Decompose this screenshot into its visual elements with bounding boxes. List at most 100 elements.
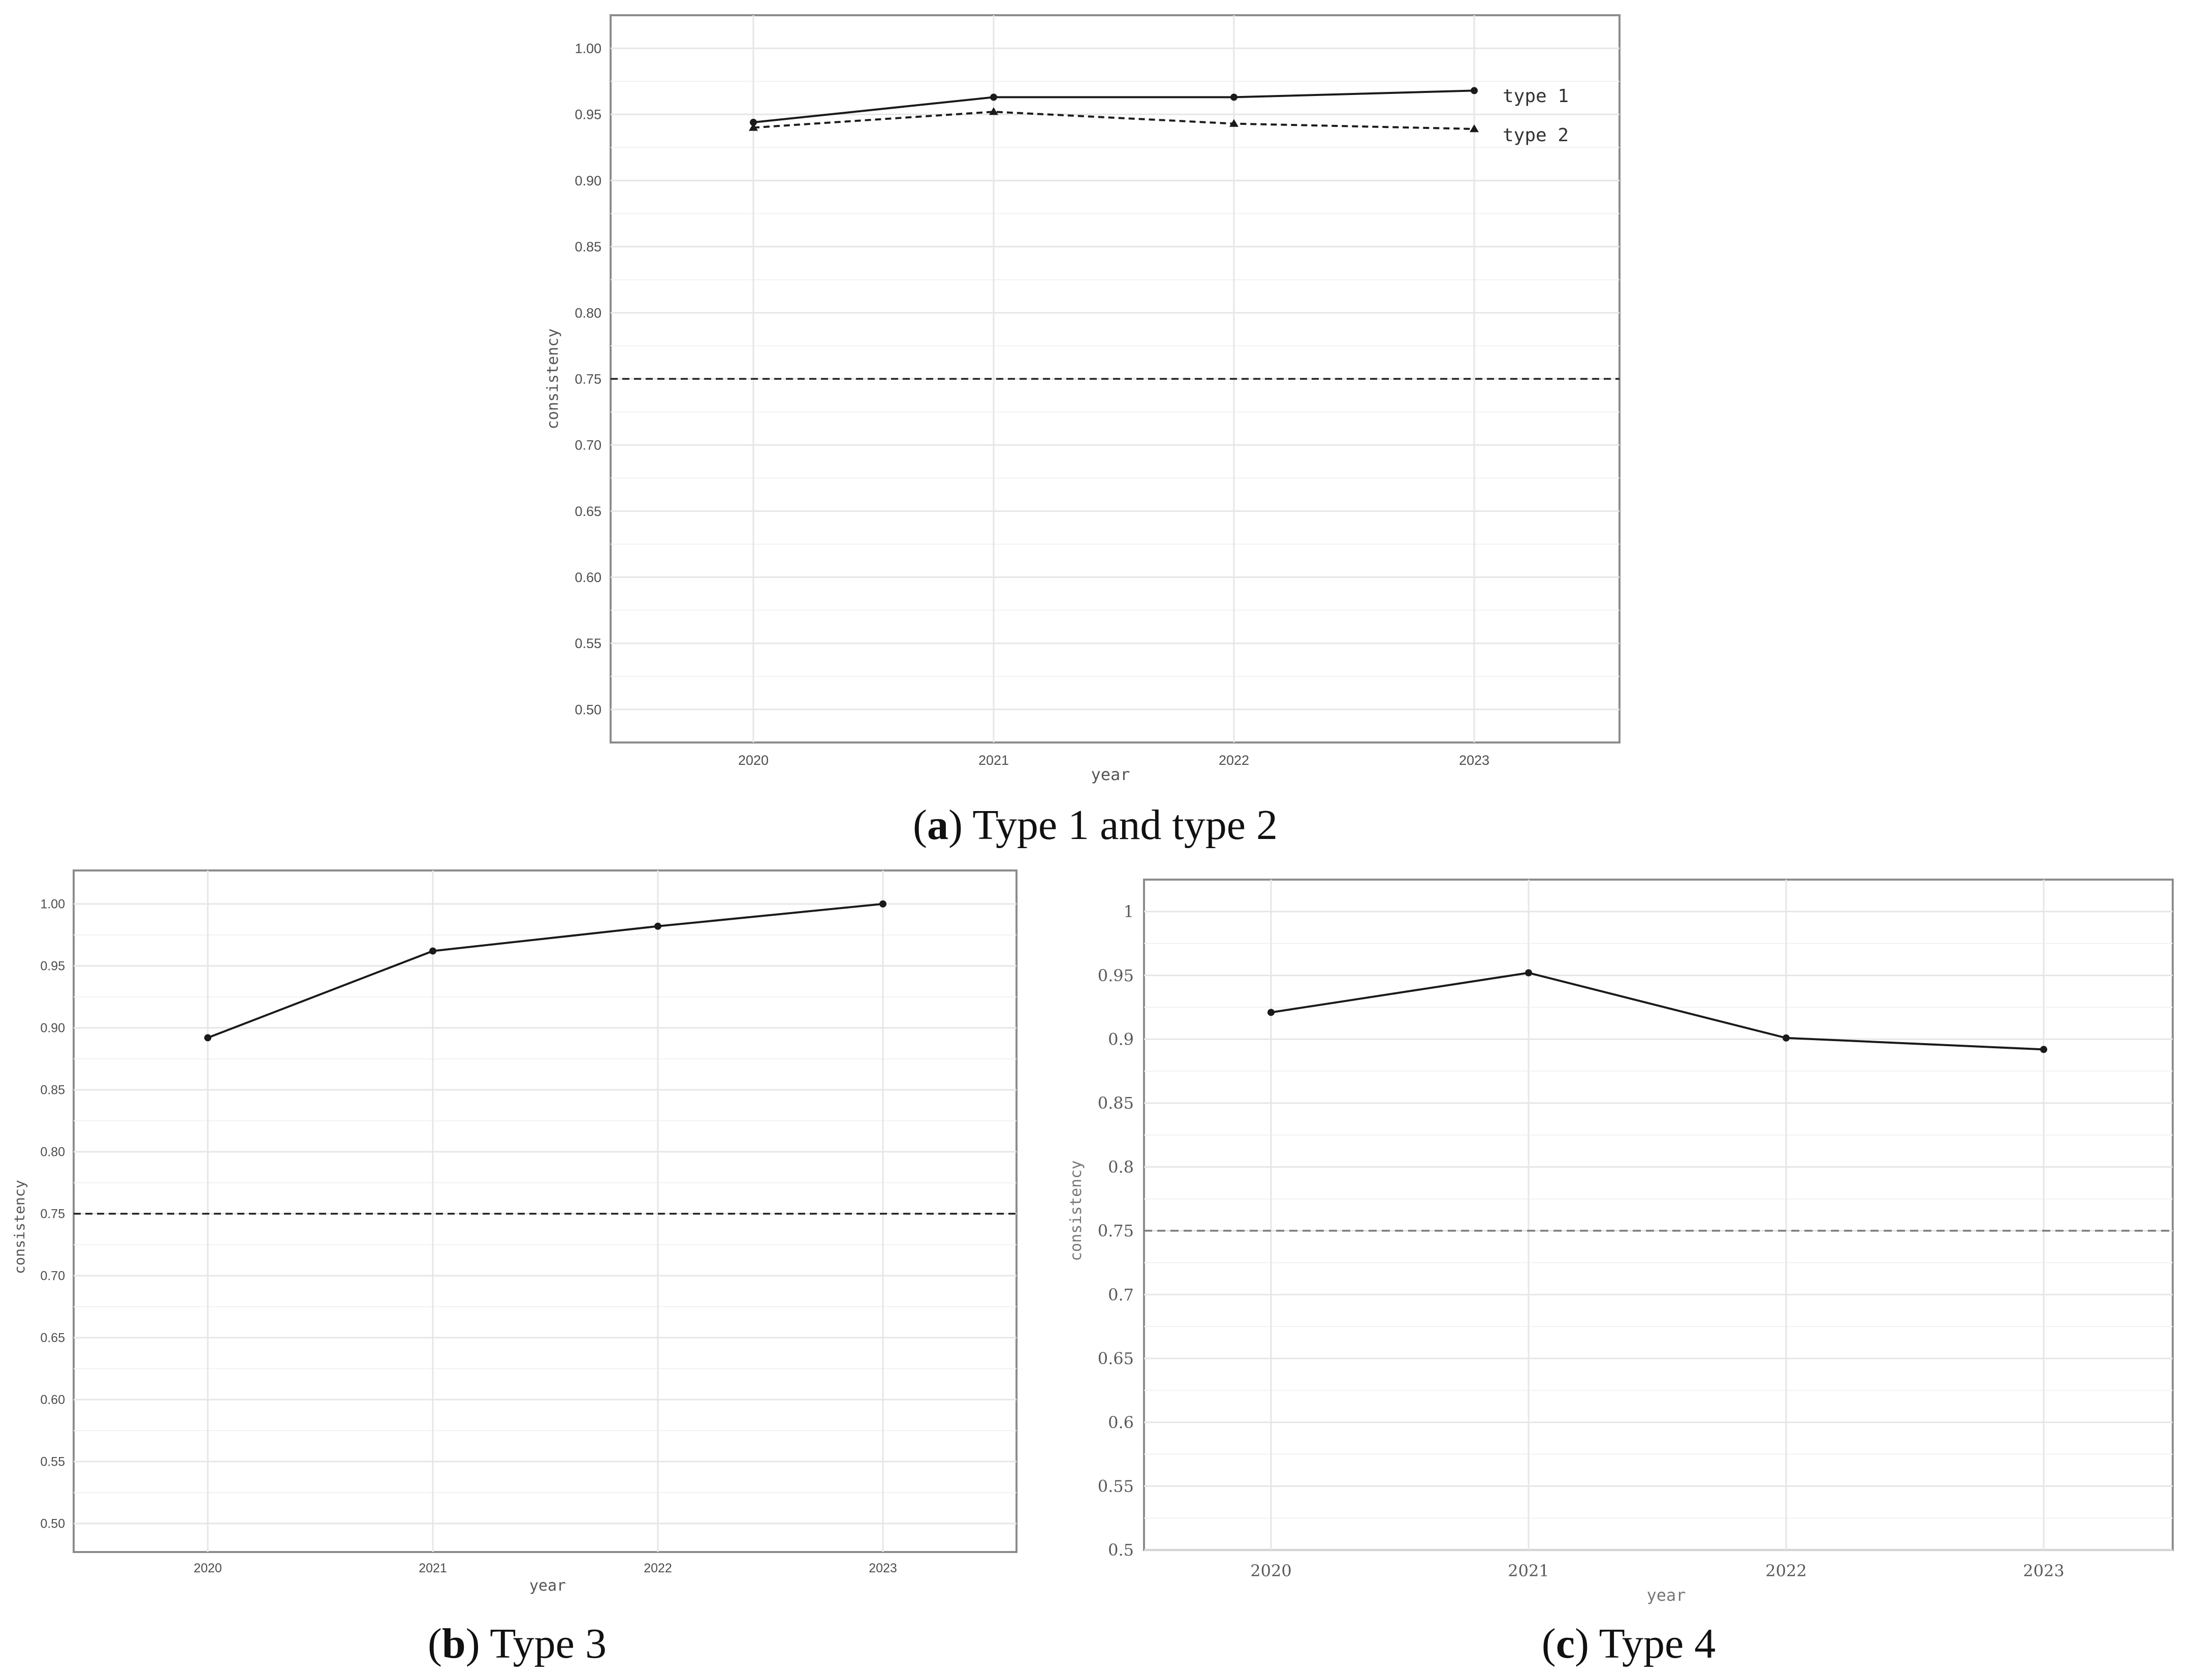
data-point — [990, 93, 997, 101]
data-point — [204, 1034, 211, 1042]
y-tick-label: 0.50 — [40, 1517, 65, 1531]
panel-c-x-axis-title: year — [1646, 1586, 1686, 1605]
data-point-triangle — [1470, 124, 1479, 133]
y-tick-label: 0.55 — [40, 1455, 65, 1469]
x-tick-label: 2022 — [644, 1561, 672, 1575]
y-tick-label: 0.95 — [1098, 966, 1134, 985]
panel-b-chart: 0.50 0.55 0.60 0.65 0.70 0.75 0.80 0.85 0.90 0.95… — [11, 869, 1018, 1667]
panel-c-y-axis-title: consistency — [1067, 1160, 1085, 1262]
y-tick-label: 0.80 — [575, 305, 601, 320]
data-point — [654, 922, 661, 930]
x-tick-label: 2021 — [1508, 1561, 1549, 1580]
y-tick-label: 0.85 — [40, 1083, 65, 1097]
data-point — [1471, 87, 1478, 94]
y-tick-label: 0.5 — [1108, 1540, 1134, 1560]
panel-b-series — [204, 900, 886, 1042]
panel-b-x-axis-title: year — [529, 1577, 566, 1595]
panel-c-caption-text: Type 4 — [1599, 1620, 1716, 1667]
y-tick-label: 0.75 — [1098, 1221, 1134, 1241]
panel-a-gridlines — [611, 15, 1620, 742]
panel-a-chart: 0.50 0.55 0.60 0.65 0.70 0.75 0.80 0.85 0.90 0.95… — [544, 14, 1621, 849]
y-tick-label: 0.95 — [575, 107, 601, 122]
panel-a-y-tick-labels: 0.50 0.55 0.60 0.65 0.70 0.75 0.80 0.85 0.90 0.95… — [575, 41, 601, 718]
y-tick-label: 0.80 — [40, 1145, 65, 1159]
x-tick-label: 2021 — [978, 753, 1009, 768]
data-point — [1525, 969, 1532, 977]
y-tick-label: 0.65 — [1098, 1349, 1134, 1368]
panel-b-y-tick-labels: 0.50 0.55 0.60 0.65 0.70 0.75 0.80 0.85 0.90 0.95… — [40, 897, 65, 1531]
panel-a-caption: (a) Type 1 and type 2 — [913, 801, 1278, 849]
series-line-2 — [753, 111, 1475, 130]
data-point — [750, 118, 757, 126]
panel-b-caption: (b) Type 3 — [428, 1620, 607, 1667]
y-tick-label: 0.70 — [40, 1269, 65, 1283]
y-tick-label: 0.95 — [40, 959, 65, 974]
y-tick-label: 0.65 — [40, 1331, 65, 1345]
panel-a-series-labels: type 1 type 2 — [1503, 86, 1569, 146]
x-tick-label: 2020 — [194, 1561, 222, 1575]
panel-a-series-label-type-2: type 2 — [1503, 125, 1569, 146]
y-tick-label: 0.85 — [575, 239, 601, 254]
y-tick-label: 0.85 — [1098, 1093, 1134, 1113]
y-tick-label: 1 — [1124, 902, 1134, 921]
panel-a-x-axis-title: year — [1091, 765, 1130, 784]
panel-a-caption-letter: a — [927, 801, 948, 849]
data-point — [2040, 1046, 2047, 1053]
panel-a-caption-text: Type 1 and type 2 — [972, 801, 1278, 849]
x-tick-label: 2023 — [1459, 753, 1489, 768]
panel-b-plot-area — [73, 869, 1018, 1553]
y-tick-label: 0.90 — [575, 173, 601, 188]
y-tick-label: 0.9 — [1108, 1029, 1134, 1049]
panel-c-series — [1267, 969, 2047, 1053]
panel-c-caption-letter: c — [1556, 1620, 1575, 1667]
panel-a-series-label-type-1: type 1 — [1503, 86, 1569, 107]
y-tick-label: 0.60 — [575, 570, 601, 585]
data-point — [429, 947, 436, 955]
x-tick-label: 2021 — [419, 1561, 447, 1575]
y-tick-label: 0.75 — [40, 1207, 65, 1221]
data-point — [1783, 1034, 1790, 1042]
y-tick-label: 0.75 — [575, 371, 601, 386]
panel-c-plot-area — [1143, 879, 2174, 1551]
data-point-triangle — [1229, 119, 1239, 127]
data-point — [1267, 1009, 1275, 1016]
data-point — [879, 900, 886, 908]
y-tick-label: 0.50 — [575, 702, 601, 717]
panel-b-caption-letter: b — [442, 1620, 466, 1667]
panel-c-caption: (c) Type 4 — [1542, 1620, 1716, 1667]
panel-b-y-axis-title: consistency — [11, 1180, 28, 1274]
y-tick-label: 0.7 — [1108, 1285, 1134, 1304]
y-tick-label: 0.65 — [575, 504, 601, 519]
data-point-triangle — [749, 123, 758, 131]
y-tick-label: 0.55 — [1098, 1476, 1134, 1496]
series-line-1 — [753, 89, 1475, 123]
series-line-1 — [207, 902, 883, 1039]
panel-b-x-tick-labels: 2020 2021 2022 2023 — [194, 1561, 897, 1575]
x-tick-label: 2020 — [1250, 1561, 1291, 1580]
data-point-triangle — [989, 107, 998, 115]
y-tick-label: 0.55 — [575, 636, 601, 651]
y-tick-label: 1.00 — [40, 897, 65, 912]
panel-b-caption-text: Type 3 — [490, 1620, 607, 1667]
panel-b-gridlines — [74, 870, 1017, 1552]
x-tick-label: 2023 — [869, 1561, 897, 1575]
x-tick-label: 2022 — [1765, 1561, 1806, 1580]
x-tick-label: 2023 — [2023, 1561, 2064, 1580]
y-tick-label: 0.8 — [1108, 1157, 1134, 1177]
y-tick-label: 0.60 — [40, 1393, 65, 1407]
panel-a-x-tick-labels: 2020 2021 2022 2023 — [738, 753, 1489, 768]
y-tick-label: 0.6 — [1108, 1413, 1134, 1432]
panel-a-series — [749, 87, 1479, 133]
y-tick-label: 0.90 — [40, 1021, 65, 1036]
series-line-1 — [1271, 972, 2044, 1051]
data-point — [1230, 93, 1237, 101]
panel-a-y-axis-title: consistency — [544, 329, 562, 430]
x-tick-label: 2020 — [738, 753, 769, 768]
panel-c-x-tick-labels: 2020 2021 2022 2023 — [1250, 1561, 2064, 1580]
panel-c-chart: 0.5 0.55 0.6 0.65 0.7 0.75 0.8 0.85 0.9 0.95 1 202… — [1067, 879, 2174, 1667]
y-tick-label: 1.00 — [575, 41, 601, 56]
y-tick-label: 0.70 — [575, 438, 601, 453]
panel-c-gridlines — [1144, 880, 2173, 1551]
panel-c-y-tick-labels: 0.5 0.55 0.6 0.65 0.7 0.75 0.8 0.85 0.9 0.95 1 — [1098, 902, 1134, 1560]
